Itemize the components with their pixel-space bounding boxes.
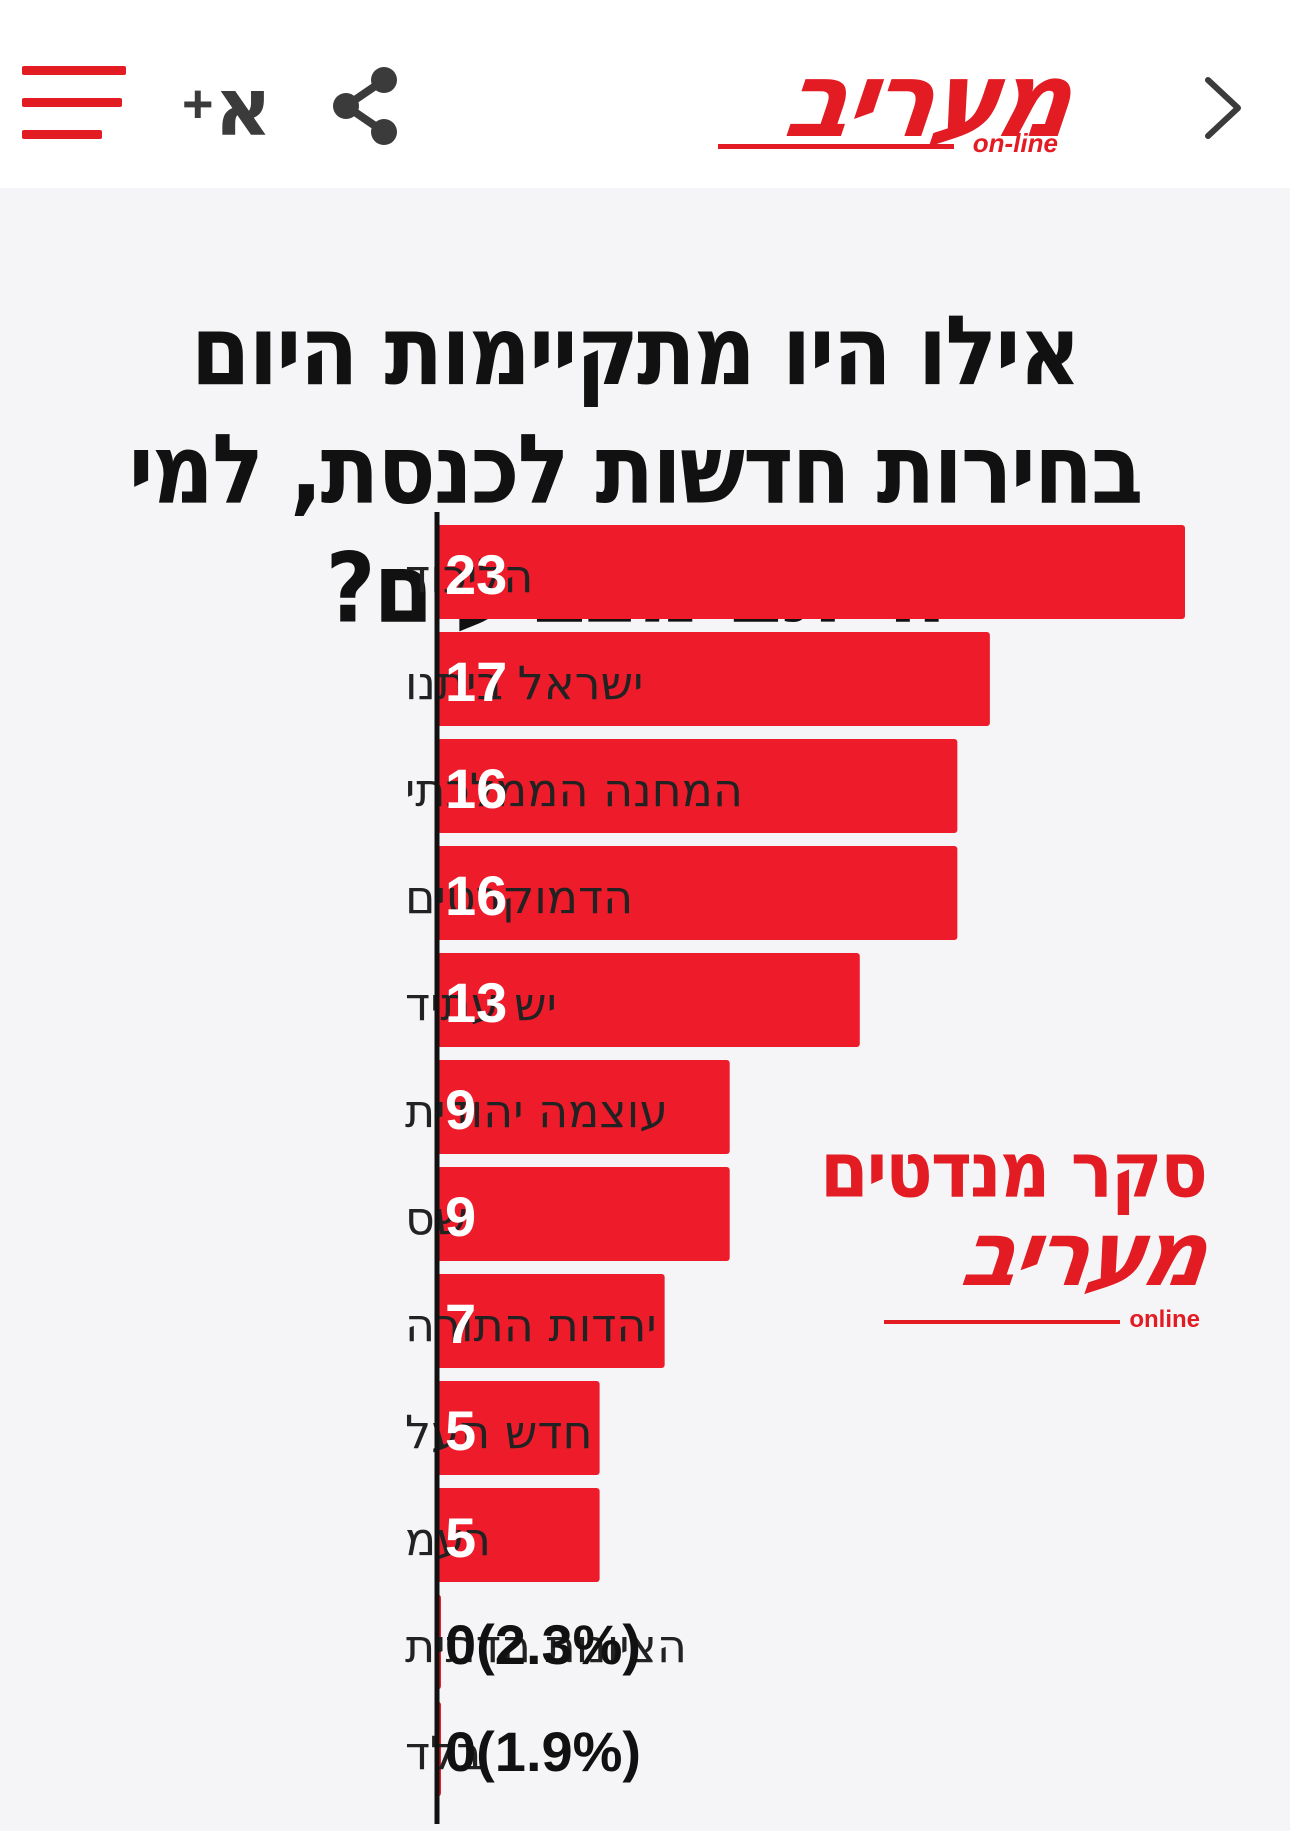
category-label-5: עוצמה יהודית <box>405 1084 668 1138</box>
data-label-6: 9 <box>445 1185 476 1248</box>
font-size-button[interactable]: + א <box>180 68 272 150</box>
data-label-7: 7 <box>445 1292 476 1355</box>
font-size-plus: + <box>182 74 214 134</box>
bar-3 <box>437 846 958 940</box>
category-label-1: ישראל ביתנו <box>405 656 643 710</box>
hamburger-menu-icon[interactable] <box>22 66 126 146</box>
chevron-right-icon[interactable] <box>1194 70 1254 146</box>
category-label-8: חדש תעל <box>405 1405 593 1459</box>
bar-4 <box>437 953 860 1047</box>
font-size-letter: א <box>214 61 273 154</box>
top-bar: + א מעריב on-line <box>0 0 1290 188</box>
bar-7 <box>437 1274 665 1368</box>
data-label-10: 0(2.3%) <box>445 1613 641 1676</box>
bar-9 <box>437 1488 600 1582</box>
data-label-8: 5 <box>445 1399 476 1462</box>
logo-subtitle: on-line <box>972 128 1058 158</box>
data-label-11: 0(1.9%) <box>445 1720 641 1783</box>
data-label-5: 9 <box>445 1078 476 1141</box>
category-label-4: יש עתיד <box>405 977 557 1031</box>
watermark-title: סקר מנדטים <box>819 1124 1208 1216</box>
share-icon[interactable] <box>330 66 402 146</box>
category-label-10: הציונות הדתית <box>405 1619 687 1673</box>
bar-1 <box>437 632 990 726</box>
data-label-1: 17 <box>445 650 507 713</box>
maariv-logo[interactable]: מעריב on-line <box>718 39 1078 161</box>
category-label-11: בלד <box>405 1726 483 1780</box>
survey-watermark: סקר מנדטים מעריב online <box>820 1126 1220 1333</box>
bar-5 <box>437 1060 730 1154</box>
data-label-3: 16 <box>445 864 507 927</box>
watermark-subtitle: online <box>1129 1306 1200 1333</box>
bar-8 <box>437 1381 600 1475</box>
data-label-2: 16 <box>445 757 507 820</box>
category-label-0: הליכוד <box>405 549 533 603</box>
category-label-3: הדמוקרטים <box>405 870 633 924</box>
logo-underline <box>718 144 954 149</box>
category-label-2: המחנה הממלכתי <box>405 763 743 817</box>
bar-2 <box>437 739 958 833</box>
bar-6 <box>437 1167 730 1261</box>
category-label-9: רעמ <box>405 1512 491 1566</box>
watermark-underline <box>884 1320 1120 1324</box>
data-label-4: 13 <box>445 971 507 1034</box>
data-label-0: 23 <box>445 543 507 606</box>
bar-0 <box>437 525 1185 619</box>
category-label-7: יהדות התורה <box>405 1298 657 1352</box>
data-label-9: 5 <box>445 1506 476 1569</box>
watermark-logo-text: מעריב <box>956 1202 1212 1307</box>
